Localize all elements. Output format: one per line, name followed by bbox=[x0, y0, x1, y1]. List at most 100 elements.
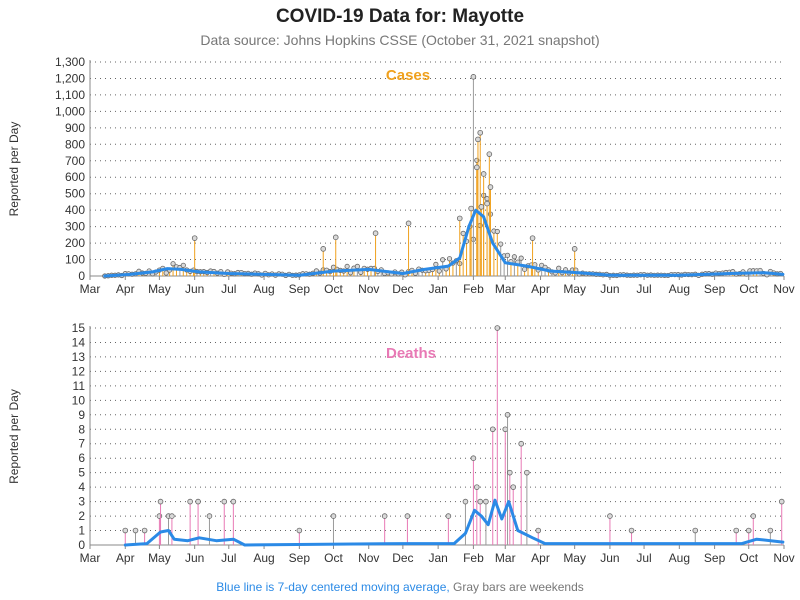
cases-point bbox=[498, 241, 504, 247]
deaths-point bbox=[535, 527, 542, 534]
deaths-xtick-label: Jan bbox=[428, 551, 447, 565]
deaths-point bbox=[206, 513, 213, 519]
footnote-weekends: Gray bars are weekends bbox=[449, 580, 584, 594]
deaths-point bbox=[494, 325, 501, 331]
cases-point bbox=[478, 204, 485, 210]
deaths-xtick-label: May bbox=[563, 551, 586, 565]
cases-point bbox=[486, 151, 493, 157]
deaths-ytick-label: 6 bbox=[78, 451, 85, 465]
cases-point bbox=[372, 230, 379, 237]
cases-xtick-label: Jun bbox=[600, 282, 619, 296]
cases-ytick-label: 1,300 bbox=[55, 55, 85, 69]
deaths-ylabel: Reported per Day bbox=[7, 389, 21, 484]
deaths-point bbox=[474, 484, 480, 490]
cases-point bbox=[556, 265, 562, 271]
cases-xtick-label: Jul bbox=[636, 282, 651, 296]
cases-xtick-label: Feb bbox=[463, 282, 484, 296]
deaths-xtick-label: Aug bbox=[253, 551, 274, 565]
deaths-point bbox=[733, 527, 740, 534]
deaths-point bbox=[462, 498, 469, 505]
cases-point bbox=[475, 136, 481, 143]
cases-xtick-label: Sep bbox=[704, 282, 726, 296]
deaths-point bbox=[470, 455, 477, 462]
footnote-moving-average: Blue line is 7-day centered moving avera… bbox=[216, 580, 450, 594]
cases-xtick-label: Apr bbox=[116, 282, 135, 296]
cases-moving-average-line bbox=[103, 208, 785, 278]
cases-xtick-label: Oct bbox=[739, 282, 758, 296]
deaths-ytick-label: 2 bbox=[78, 509, 85, 523]
cases-ytick-label: 1,100 bbox=[55, 88, 85, 102]
cases-point bbox=[354, 263, 360, 269]
cases-xtick-label: Aug bbox=[669, 282, 690, 296]
deaths-point bbox=[745, 527, 752, 534]
deaths-point bbox=[156, 513, 163, 519]
deaths-ytick-label: 9 bbox=[78, 408, 85, 422]
cases-ytick-label: 500 bbox=[65, 187, 85, 201]
deaths-xtick-label: Apr bbox=[116, 551, 135, 565]
cases-ytick-label: 200 bbox=[65, 236, 85, 250]
deaths-point bbox=[141, 527, 148, 534]
cases-ytick-label: 600 bbox=[65, 170, 85, 184]
deaths-ytick-label: 15 bbox=[72, 321, 86, 335]
deaths-xtick-label: Nov bbox=[773, 551, 794, 565]
cases-point bbox=[344, 263, 350, 270]
cases-xtick-label: Apr bbox=[531, 282, 550, 296]
deaths-xtick-label: Feb bbox=[463, 551, 484, 565]
deaths-point bbox=[230, 498, 237, 505]
deaths-point bbox=[445, 513, 452, 519]
deaths-point bbox=[607, 513, 613, 519]
cases-point bbox=[460, 230, 466, 236]
cases-ytick-label: 1,000 bbox=[55, 104, 85, 118]
cases-ytick-label: 700 bbox=[65, 154, 85, 168]
cases-point bbox=[436, 268, 442, 274]
deaths-xtick-label: Mar bbox=[80, 551, 101, 565]
deaths-xtick-label: Sep bbox=[289, 551, 311, 565]
deaths-point bbox=[296, 527, 303, 534]
cases-xtick-label: May bbox=[563, 282, 586, 296]
deaths-point bbox=[122, 527, 129, 534]
deaths-ytick-label: 3 bbox=[78, 495, 85, 509]
deaths-panel-label: Deaths bbox=[386, 345, 436, 362]
deaths-ytick-label: 8 bbox=[78, 422, 85, 436]
cases-point bbox=[468, 205, 474, 212]
cases-point bbox=[332, 234, 339, 241]
deaths-point bbox=[504, 411, 511, 418]
cases-point bbox=[163, 270, 169, 276]
cases-point bbox=[484, 200, 490, 207]
cases-xtick-label: Jun bbox=[185, 282, 204, 296]
cases-ytick-label: 900 bbox=[65, 121, 85, 135]
deaths-xtick-label: May bbox=[148, 551, 171, 565]
deaths-xtick-label: Jul bbox=[221, 551, 236, 565]
deaths-point bbox=[518, 440, 524, 447]
deaths-ytick-label: 10 bbox=[72, 393, 86, 407]
deaths-xtick-label: Oct bbox=[324, 551, 343, 565]
chart-subtitle: Data source: Johns Hopkins CSSE (October… bbox=[200, 32, 600, 48]
cases-xtick-label: May bbox=[148, 282, 171, 296]
cases-ytick-label: 400 bbox=[65, 203, 85, 217]
deaths-xtick-label: Apr bbox=[531, 551, 550, 565]
cases-point bbox=[522, 266, 528, 272]
cases-xtick-label: Mar bbox=[80, 282, 101, 296]
deaths-point bbox=[767, 527, 774, 534]
cases-point bbox=[518, 255, 524, 261]
cases-panel-label: Cases bbox=[386, 67, 430, 84]
deaths-xtick-label: Jul bbox=[636, 551, 651, 565]
cases-xtick-label: Oct bbox=[324, 282, 343, 296]
deaths-xtick-label: Sep bbox=[704, 551, 726, 565]
cases-point bbox=[180, 262, 186, 268]
cases-ylabel: Reported per Day bbox=[7, 122, 21, 217]
deaths-point bbox=[169, 513, 175, 519]
deaths-ytick-label: 11 bbox=[73, 379, 86, 393]
deaths-point bbox=[381, 513, 388, 519]
cases-point bbox=[470, 74, 477, 80]
deaths-ytick-label: 13 bbox=[72, 350, 86, 364]
deaths-xtick-label: Mar bbox=[495, 551, 516, 565]
deaths-point bbox=[195, 498, 201, 505]
cases-xtick-label: Sep bbox=[289, 282, 311, 296]
cases-point bbox=[480, 171, 487, 177]
deaths-ytick-label: 12 bbox=[72, 364, 86, 378]
deaths-ytick-label: 1 bbox=[78, 524, 85, 538]
deaths-xtick-label: Aug bbox=[669, 551, 690, 565]
cases-ytick-label: 300 bbox=[65, 220, 85, 234]
